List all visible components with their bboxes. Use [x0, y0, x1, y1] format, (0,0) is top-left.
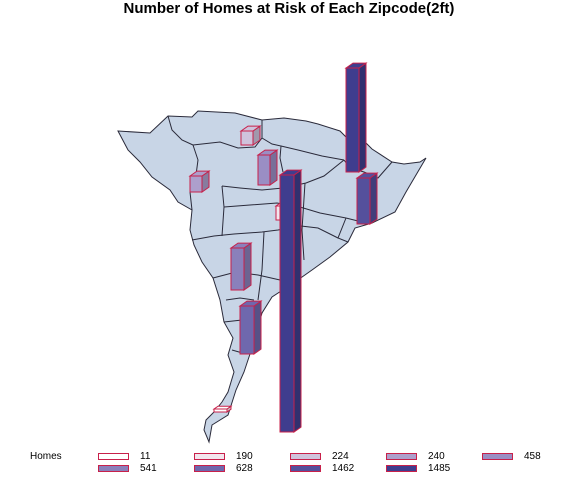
bar-value-11 [212, 405, 233, 413]
zipcode-border-12 [337, 217, 349, 243]
bar-value-240 [188, 170, 211, 193]
zipcode-border-2 [192, 137, 263, 149]
bar-value-224 [239, 125, 262, 146]
zipcode-border-5 [280, 145, 345, 161]
risk-bars [188, 62, 379, 433]
bar-value-541 [229, 242, 253, 291]
bar-value-1485 [344, 62, 368, 173]
map-title: Number of Homes at Risk of Each Zipcode(… [123, 0, 455, 17]
zipcode-border-0 [167, 115, 194, 146]
zipcode-border-11 [191, 225, 339, 241]
zipcode-border-13 [257, 231, 265, 301]
bar-value-628 [238, 300, 263, 355]
bar-value-1485-b [278, 169, 303, 433]
bar-value-1462 [355, 172, 379, 225]
zipcode-border-19 [225, 297, 255, 301]
bar-value-458 [256, 149, 279, 186]
zipcode-border-14 [301, 182, 306, 261]
